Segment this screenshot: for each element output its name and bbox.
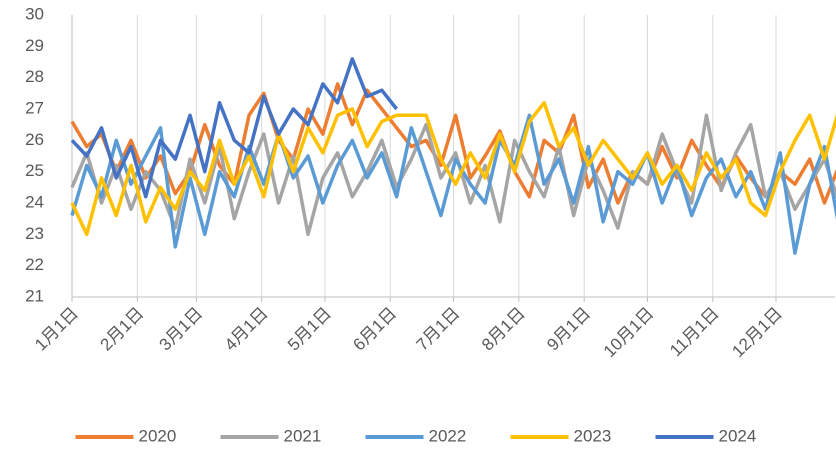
series-line xyxy=(70,57,398,199)
x-tick-label: 12月1日 xyxy=(728,304,786,362)
series-line xyxy=(70,113,836,237)
legend-label: 2024 xyxy=(719,426,757,445)
x-tick-label: 4月1日 xyxy=(221,304,272,355)
x-tick-label: 7月1日 xyxy=(413,304,464,355)
y-tick-label: 21 xyxy=(25,286,44,305)
x-tick-label: 8月1日 xyxy=(478,304,529,355)
y-tick-label: 29 xyxy=(25,36,44,55)
x-tick-label: 1月1日 xyxy=(31,304,82,355)
y-tick-label: 23 xyxy=(25,224,44,243)
y-tick-label: 27 xyxy=(25,98,44,117)
y-tick-label: 28 xyxy=(25,67,44,86)
legend-label: 2020 xyxy=(139,426,177,445)
x-tick-label: 2月1日 xyxy=(96,304,147,355)
y-tick-label: 26 xyxy=(25,130,44,149)
series-line xyxy=(70,113,836,255)
legend-label: 2021 xyxy=(284,426,322,445)
x-tick-label: 3月1日 xyxy=(155,304,206,355)
legend-label: 2023 xyxy=(574,426,612,445)
x-tick-label: 9月1日 xyxy=(543,304,594,355)
y-tick-label: 30 xyxy=(25,4,44,23)
y-tick-label: 22 xyxy=(25,255,44,274)
x-tick-label: 5月1日 xyxy=(284,304,335,355)
y-tick-label: 24 xyxy=(25,192,44,211)
legend-label: 2022 xyxy=(429,426,467,445)
series-line xyxy=(70,100,836,237)
x-tick-label: 11月1日 xyxy=(666,304,723,361)
x-tick-label: 10月1日 xyxy=(600,304,658,362)
y-tick-label: 25 xyxy=(25,161,44,180)
x-tick-label: 6月1日 xyxy=(349,304,400,355)
